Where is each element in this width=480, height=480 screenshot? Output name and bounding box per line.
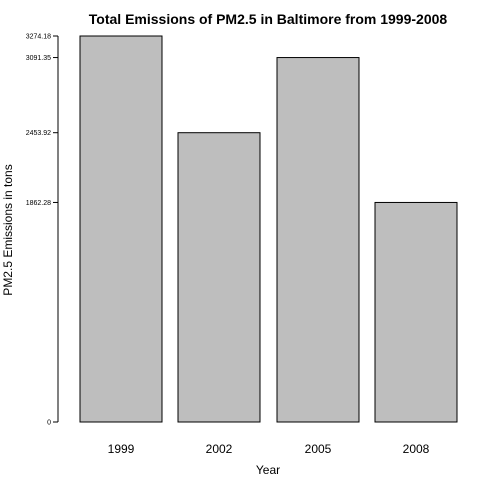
y-axis: 0 1862.28 2453.92 3091.35 3274.18 (26, 34, 59, 427)
x-tick-label: 2005 (305, 442, 332, 456)
bar-2005 (276, 57, 360, 423)
x-tick-labels: 1999 2002 2005 2008 (108, 442, 430, 456)
y-tick-label: 3091.35 (26, 55, 51, 62)
y-tick-label: 3274.18 (26, 34, 51, 41)
chart-title: Total Emissions of PM2.5 in Baltimore fr… (89, 11, 448, 27)
y-tick-label: 1862.28 (26, 200, 51, 207)
y-tick-label: 2453.92 (26, 130, 51, 137)
bar-2002 (177, 132, 261, 423)
bars-group (79, 35, 458, 423)
bar-2008 (374, 201, 458, 423)
bar-1999 (79, 35, 163, 423)
x-axis-label: Year (256, 463, 280, 477)
x-tick-label: 2002 (206, 442, 233, 456)
x-tick-label: 2008 (403, 442, 430, 456)
x-tick-label: 1999 (108, 442, 135, 456)
y-axis-label: PM2.5 Emissions in tons (1, 164, 15, 295)
y-tick-label: 0 (47, 420, 51, 427)
